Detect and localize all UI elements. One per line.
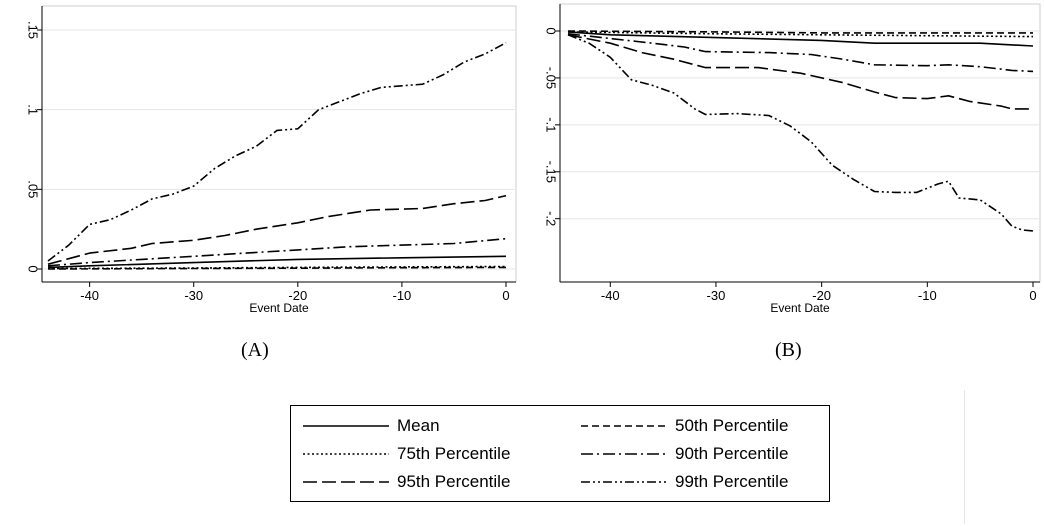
series-line-50th-percentile xyxy=(567,30,1033,34)
legend-label: 75th Percentile xyxy=(397,444,511,463)
legend: Mean 50th Percentile 75th Percentile 90th P… xyxy=(290,405,830,502)
x-tick-label: -40 xyxy=(80,288,99,303)
legend-swatch xyxy=(581,481,667,483)
series-line-95th-percentile xyxy=(567,34,1033,110)
legend-swatch xyxy=(581,453,667,455)
x-tick-label: -20 xyxy=(288,288,307,303)
y-tick-label: 0 xyxy=(26,265,41,272)
legend-label: 95th Percentile xyxy=(397,472,511,491)
x-tick-label: -10 xyxy=(393,288,412,303)
series-line-99th-percentile xyxy=(567,34,1034,232)
x-tick-label: -20 xyxy=(812,288,831,303)
series-line-99th-percentile xyxy=(47,41,507,262)
legend-item: 99th Percentile xyxy=(581,468,788,496)
y-tick-label: -.05 xyxy=(544,67,559,89)
panel-b: 0 -.05 -.1 -.15 -.2 -40 -30 -20 -10 0 Event Date xyxy=(544,3,1041,315)
x-tick-label: -10 xyxy=(918,288,937,303)
series-line-90th-percentile xyxy=(47,237,507,267)
legend-swatch xyxy=(581,425,667,427)
panel-a-caption: (A) xyxy=(241,339,269,361)
plot-border xyxy=(559,3,1041,283)
x-tick-label: -30 xyxy=(707,288,726,303)
x-tick-label: 0 xyxy=(1029,288,1036,303)
series-line-75th-percentile xyxy=(47,265,507,270)
legend-item: 90th Percentile xyxy=(581,440,788,468)
x-tick-label: -40 xyxy=(601,288,620,303)
legend-item: 50th Percentile xyxy=(581,412,788,440)
series-line-95th-percentile xyxy=(47,194,507,265)
legend-item: 75th Percentile xyxy=(303,440,510,468)
divider xyxy=(964,390,965,524)
plot-border xyxy=(41,5,517,283)
y-tick-label: .1 xyxy=(26,104,41,115)
legend-item: 95th Percentile xyxy=(303,468,510,496)
series-line-mean xyxy=(567,31,1034,47)
legend-swatch xyxy=(303,425,389,427)
legend-swatch xyxy=(303,453,389,455)
y-tick-label: -.15 xyxy=(544,161,559,183)
legend-swatch xyxy=(303,481,389,483)
panel-a: 0 .05 .1 .15 -40 -30 -20 -10 0 Event Date xyxy=(26,5,517,315)
legend-label: 99th Percentile xyxy=(675,472,789,491)
x-axis-title: Event Date xyxy=(770,301,830,315)
legend-item: Mean xyxy=(303,412,440,440)
y-tick-label: .15 xyxy=(26,21,41,39)
legend-label: 50th Percentile xyxy=(675,416,789,435)
legend-label: 90th Percentile xyxy=(675,444,789,463)
series-line-50th-percentile xyxy=(47,266,507,270)
y-tick-label: -.2 xyxy=(544,211,559,226)
figure-canvas: 0 .05 .1 .15 -40 -30 -20 -10 0 Event Date 0 -.05 -.1… xyxy=(26,3,1041,315)
panel-b-caption: (B) xyxy=(775,339,802,361)
series-line-90th-percentile xyxy=(567,33,1034,73)
series-line-mean xyxy=(47,255,507,269)
x-tick-label: -30 xyxy=(184,288,203,303)
x-tick-label: 0 xyxy=(502,288,509,303)
legend-label: Mean xyxy=(397,416,440,435)
y-tick-label: -.1 xyxy=(544,117,559,132)
y-tick-label: .05 xyxy=(26,180,41,198)
y-tick-label: 0 xyxy=(544,27,559,34)
x-axis-title: Event Date xyxy=(249,301,309,315)
series-line-75th-percentile xyxy=(567,31,1034,38)
